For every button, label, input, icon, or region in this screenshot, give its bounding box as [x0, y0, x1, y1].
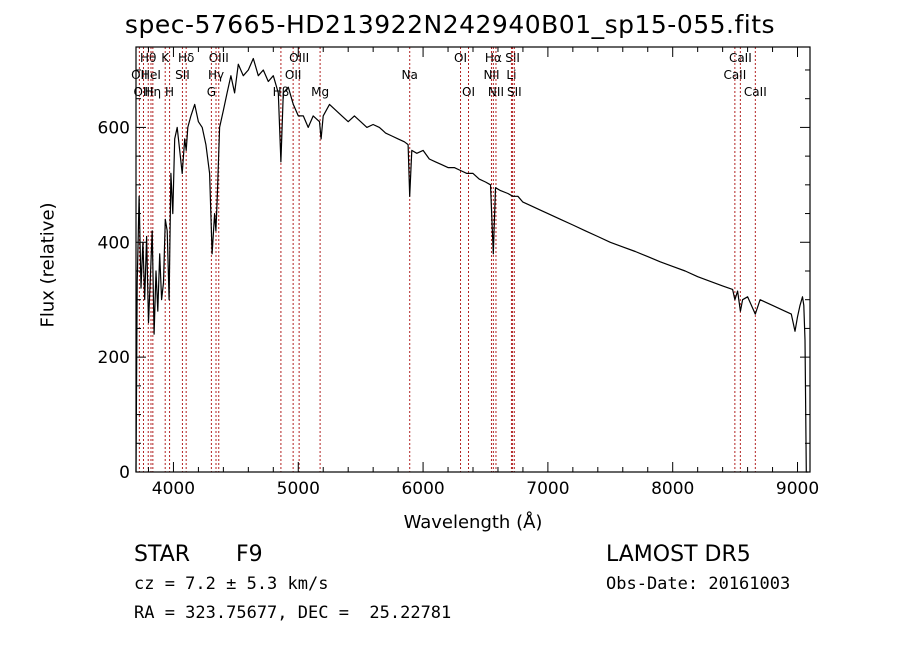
line-marker-label-26: CaII	[723, 68, 746, 82]
x-tick-label: 9000	[776, 479, 819, 499]
y-tick-label: 0	[119, 463, 130, 483]
line-marker-label-9: OIII	[209, 51, 229, 65]
line-marker-label-5: K	[161, 51, 170, 65]
line-marker-label-16: Na	[402, 68, 418, 82]
line-marker-label-4: Hη	[145, 85, 162, 99]
spectrum-line-0	[135, 57, 808, 473]
line-marker-label-6: H	[165, 85, 174, 99]
line-marker-label-25: CaII	[729, 51, 752, 65]
line-marker-label-17: OI	[454, 51, 467, 65]
line-marker-label-12: OIII	[289, 51, 309, 65]
line-marker-label-7: SII	[175, 68, 190, 82]
survey-name: LAMOST DR5	[606, 542, 751, 567]
y-tick-label: 400	[98, 233, 130, 253]
line-marker-label-21: NII	[488, 85, 504, 99]
line-marker-label-2: HeI	[141, 68, 161, 82]
y-tick-label: 600	[98, 118, 130, 138]
line-marker-label-0: Hθ	[140, 51, 156, 65]
x-axis-label: Wavelength (Å)	[404, 511, 543, 533]
line-marker-label-10: Hγ	[208, 68, 224, 82]
line-marker-label-13: OII	[285, 68, 302, 82]
x-tick-label: 5000	[277, 479, 320, 499]
chart-title: spec-57665-HD213922N242940B01_sp15-055.f…	[124, 10, 776, 39]
observation-date: Obs-Date: 20161003	[606, 574, 791, 594]
line-marker-label-23: Li	[506, 68, 516, 82]
line-marker-label-24: SII	[507, 85, 522, 99]
line-marker-label-18: OI	[462, 85, 475, 99]
line-marker-label-22: SII	[505, 51, 520, 65]
x-tick-label: 6000	[401, 479, 444, 499]
x-tick-label: 8000	[651, 479, 694, 499]
y-tick-label: 200	[98, 348, 130, 368]
line-marker-label-3: OIII	[133, 85, 153, 99]
plot-frame	[135, 46, 811, 473]
line-marker-label-15: Mg	[311, 85, 329, 99]
line-marker-label-19: Hα	[485, 51, 502, 65]
line-marker-label-8: Hδ	[178, 51, 194, 65]
spectral-subclass: F9	[236, 542, 263, 567]
line-marker-label-27: CaII	[744, 85, 767, 99]
line-marker-label-14: Hβ	[273, 85, 290, 99]
x-tick-label: 4000	[152, 479, 195, 499]
line-marker-label-11: G	[207, 85, 216, 99]
x-tick-label: 7000	[526, 479, 569, 499]
line-marker-label-20: NII	[483, 68, 499, 82]
redshift-velocity: cz = 7.2 ± 5.3 km/s	[134, 574, 329, 594]
coordinates: RA = 323.75677, DEC = 25.22781	[134, 603, 452, 623]
object-class: STAR	[134, 542, 191, 567]
